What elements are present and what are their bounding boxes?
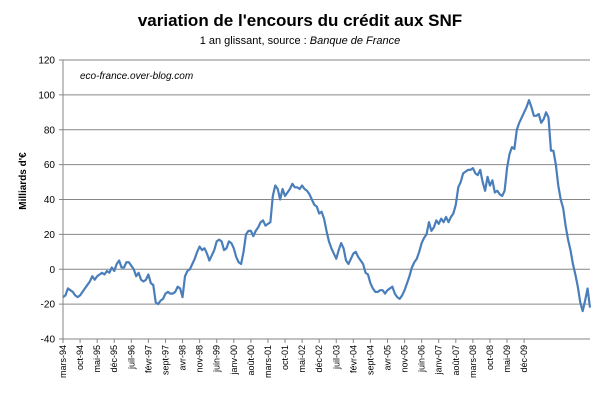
y-tick-label-1: -20 (41, 300, 56, 311)
x-tick-label-25: oct-08 (485, 345, 495, 370)
y-tick-label-7: 100 (38, 90, 55, 101)
x-tick-label-8: nov-98 (195, 345, 205, 373)
x-tick-label-18: sept-04 (365, 345, 375, 375)
x-tick-label-5: févr-97 (143, 345, 153, 373)
y-tick-label-3: 20 (44, 230, 56, 241)
chart-title: variation de l'encours du crédit aux SNF (138, 11, 462, 30)
x-tick-label-17: févr-04 (348, 345, 358, 373)
y-tick-label-2: 0 (49, 265, 55, 276)
x-tick-label-10: janv-00 (229, 345, 239, 376)
x-tick-label-13: oct-01 (280, 345, 290, 370)
x-tick-label-22: janv-07 (434, 345, 444, 376)
y-tick-label-4: 40 (44, 195, 56, 206)
x-tick-label-1: oct-94 (75, 345, 85, 370)
series-line (62, 99, 592, 313)
source-annotation: eco-france.over-blog.com (80, 71, 193, 82)
x-tick-label-0: mars-94 (58, 345, 68, 378)
x-tick-label-7: avr-98 (178, 345, 188, 371)
series-group (62, 99, 592, 313)
x-tick-label-11: août-00 (246, 345, 256, 376)
x-tick-label-6: sept-97 (160, 345, 170, 375)
x-tick-label-4: juil-96 (126, 345, 136, 370)
y-tick-label-8: 120 (38, 56, 55, 67)
y-tick-label-0: -40 (41, 335, 56, 346)
x-tick-label-21: juin-06 (417, 345, 427, 373)
x-tick-label-23: août-07 (451, 345, 461, 376)
x-tick-label-14: mai-02 (297, 345, 307, 373)
y-axis-label: Milliards d'€ (18, 152, 29, 210)
x-tick-label-2: mai-95 (92, 345, 102, 373)
x-tick-label-12: mars-01 (263, 345, 273, 378)
x-tick-label-9: juin-99 (212, 345, 222, 373)
x-tick-label-20: nov-05 (400, 345, 410, 373)
chart-subtitle-source: Banque de France (310, 35, 401, 47)
y-tick-label-6: 80 (44, 125, 56, 136)
x-axis-ticks: mars-94 oct-94 mai-95 déc-95 juil-96 févr-97 s… (58, 339, 529, 378)
x-tick-label-27: déc-09 (519, 345, 529, 373)
x-tick-label-15: déc-02 (314, 345, 324, 373)
x-tick-label-16: juil-03 (331, 345, 341, 370)
x-tick-label-19: avr-05 (382, 345, 392, 371)
x-tick-label-26: mai-09 (502, 345, 512, 373)
chart-subtitle: 1 an glissant, source : Banque de France (200, 35, 401, 47)
x-tick-label-24: mars-08 (468, 345, 478, 378)
chart-subtitle-prefix: 1 an glissant, source : (200, 35, 310, 47)
y-tick-label-5: 60 (44, 160, 56, 171)
x-tick-label-3: déc-95 (109, 345, 119, 373)
y-axis-ticks: -40 -20 0 20 40 60 80 100 120 (38, 56, 63, 346)
